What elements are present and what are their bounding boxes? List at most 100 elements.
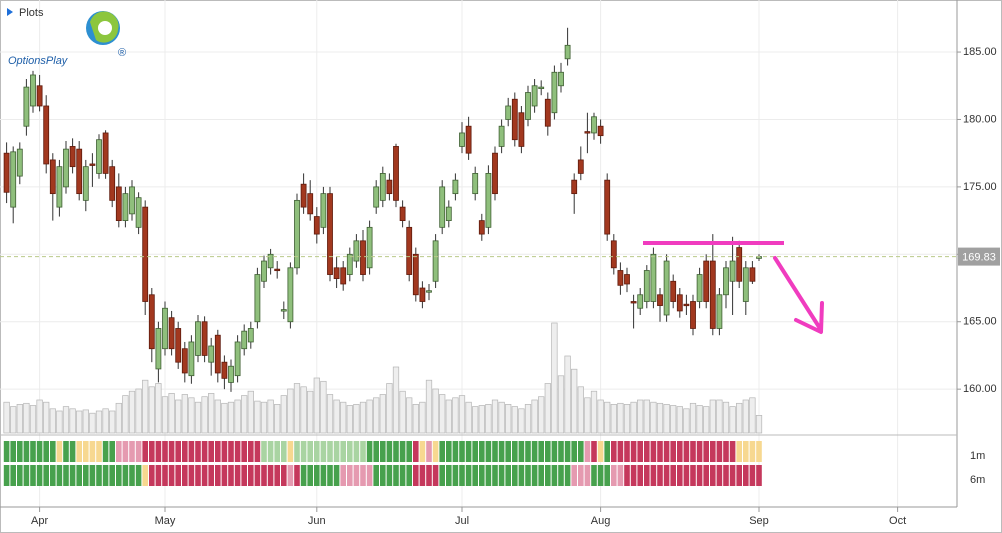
rating-cell — [76, 441, 82, 462]
candle-body — [571, 179, 578, 195]
rating-cell — [657, 465, 663, 486]
volume-bar — [241, 395, 248, 434]
volume-bar — [3, 401, 10, 434]
volume-bar — [485, 404, 492, 434]
volume-bar — [538, 396, 545, 434]
volume-bar — [511, 406, 518, 434]
rating-cell — [413, 465, 419, 486]
volume-bar — [214, 399, 221, 434]
candle-body — [742, 267, 749, 302]
candle-body — [703, 260, 710, 302]
candle-body — [558, 71, 564, 87]
rating-cell — [373, 441, 379, 462]
volume-bar — [208, 393, 215, 434]
rating-cell — [432, 465, 439, 486]
rating-cell — [380, 465, 386, 486]
rating-cell — [56, 465, 63, 486]
volume-bar — [518, 408, 525, 434]
rating-cell — [426, 441, 432, 462]
rating-cell — [347, 441, 353, 462]
volume-bar — [386, 383, 393, 434]
plots-label[interactable]: Plots — [19, 7, 44, 19]
rating-cell — [274, 465, 280, 486]
rating-cell — [50, 441, 56, 462]
volume-bar — [399, 390, 406, 434]
rating-cell — [696, 441, 703, 462]
rating-cell — [287, 465, 294, 486]
volume-bar — [557, 375, 565, 434]
candle-body — [531, 85, 538, 107]
volume-bar — [676, 406, 683, 434]
volume-bar — [287, 388, 294, 434]
rating-cell — [677, 441, 683, 462]
rating-cell — [571, 465, 577, 486]
volume-bar — [23, 402, 30, 434]
volume-bar — [584, 397, 591, 434]
candle-body — [505, 105, 512, 120]
candle-body — [43, 105, 50, 165]
candle-body — [439, 186, 446, 228]
rating-cell — [716, 465, 723, 486]
rating-cell — [122, 465, 129, 486]
volume-bar — [524, 404, 532, 434]
candle-body — [630, 301, 637, 304]
candle-body — [102, 132, 109, 174]
rating-cell — [116, 465, 122, 486]
rating-cell — [650, 465, 657, 486]
rating-cell — [459, 465, 465, 486]
rating-cell — [723, 441, 729, 462]
candle-body — [175, 328, 182, 363]
rating-label: 1m — [970, 450, 985, 462]
rating-cell — [749, 465, 756, 486]
rating-cell — [142, 441, 148, 462]
candle-body — [49, 159, 56, 195]
plots-toggle[interactable] — [7, 8, 13, 16]
rating-cell — [683, 465, 690, 486]
rating-cell — [637, 465, 643, 486]
volume-bar — [716, 399, 723, 434]
candle-body — [320, 193, 327, 228]
last-price-label: 169.83 — [962, 252, 996, 264]
rating-cell — [327, 465, 333, 486]
volume-bar — [353, 404, 360, 434]
rating-label: 6m — [970, 474, 985, 486]
rating-cell — [498, 441, 505, 462]
last-price-box — [958, 247, 1000, 266]
rating-cell — [729, 441, 736, 462]
rating-cell — [23, 441, 30, 462]
volume-bar — [749, 397, 756, 434]
candle-body — [617, 270, 624, 286]
rating-cell — [195, 441, 201, 462]
rating-cell — [327, 441, 333, 462]
rating-cell — [83, 441, 89, 462]
volume-bar — [340, 401, 347, 434]
rating-cell — [393, 441, 399, 462]
volume-bar — [472, 406, 479, 434]
rating-cell — [241, 441, 247, 462]
volume-bar — [307, 390, 314, 434]
y-tick-label: 160.00 — [963, 383, 997, 395]
down-arrow — [773, 256, 824, 334]
rating-cell — [162, 465, 168, 486]
rating-cell — [624, 465, 630, 486]
candle-body — [551, 71, 558, 114]
rating-cell — [129, 465, 135, 486]
rating-cell — [512, 465, 518, 486]
rating-cell — [584, 465, 591, 486]
volume-bar — [703, 406, 710, 434]
rating-cell — [505, 465, 511, 486]
candle-body — [723, 267, 729, 296]
volume-bar — [425, 379, 433, 434]
candle-body — [584, 131, 591, 134]
candle-body — [3, 152, 10, 193]
volume-pane — [3, 322, 763, 434]
volume-bar — [643, 399, 650, 434]
candle-body — [188, 341, 195, 377]
rating-cell — [333, 465, 340, 486]
rating-cell — [201, 465, 208, 486]
candle-body — [525, 92, 531, 120]
volume-bar — [56, 410, 63, 434]
rating-cell — [525, 465, 531, 486]
rating-cell — [729, 465, 736, 486]
candle-body — [155, 328, 162, 370]
